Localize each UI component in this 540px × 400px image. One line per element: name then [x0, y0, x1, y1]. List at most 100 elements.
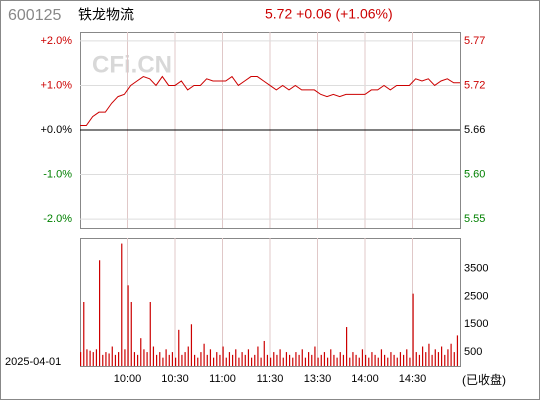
volume-bar [108, 353, 110, 366]
volume-bar [295, 352, 297, 366]
volume-bar [219, 354, 221, 366]
volume-bar [263, 340, 265, 366]
volume-bar [257, 346, 259, 366]
y-tick-label: 500 [464, 346, 482, 358]
y2-tick-label: 5.72 [464, 79, 485, 91]
x-tick-label: 11:30 [257, 373, 284, 385]
volume-bar [270, 357, 272, 366]
volume-bar [149, 302, 151, 366]
volume-bar [130, 302, 132, 366]
volume-bar [380, 349, 383, 366]
y-tick-label: +2.0% [41, 35, 73, 47]
volume-bar [314, 346, 316, 366]
volume-bar [377, 357, 379, 366]
volume-bar [244, 354, 246, 366]
volume-bar [317, 357, 319, 366]
volume-bar [409, 357, 411, 366]
volume-bar [447, 349, 449, 366]
volume-bar [425, 352, 427, 366]
y-tick-label: +0.0% [41, 124, 73, 136]
volume-bar [118, 352, 120, 366]
volume-bar [213, 357, 215, 366]
volume-bar [352, 352, 354, 366]
y2-tick-label: 5.55 [464, 213, 485, 225]
x-tick-label: 11:00 [209, 373, 236, 385]
volume-bar [444, 354, 446, 366]
volume-bar [121, 243, 123, 366]
y2-tick-label: 5.60 [464, 168, 485, 180]
volume-bar [365, 354, 367, 366]
volume-bar [361, 349, 364, 366]
volume-bar [133, 352, 136, 366]
volume-bar [175, 357, 177, 366]
volume-bar [333, 354, 335, 366]
volume-bar [251, 357, 253, 366]
volume-bar [336, 357, 338, 366]
volume-bar [422, 346, 424, 366]
volume-bar [330, 349, 332, 366]
volume-bar [399, 352, 402, 366]
volume-bar [304, 357, 307, 366]
x-tick-label: 13:30 [304, 373, 332, 385]
y-tick-label: -2.0% [43, 213, 72, 225]
volume-bar [308, 352, 310, 366]
y-tick-label: 1500 [464, 318, 488, 330]
volume-bar [374, 354, 376, 366]
volume-bar [282, 357, 284, 366]
stock-code: 600125 [8, 7, 61, 24]
volume-bar [152, 346, 155, 366]
volume-bar [254, 354, 256, 366]
volume-bar [127, 285, 129, 366]
volume-bar [342, 354, 345, 366]
volume-bar [102, 354, 104, 366]
volume-bar [92, 352, 94, 366]
volume-bar [453, 352, 455, 366]
volume-bar [171, 352, 174, 366]
volume-bar [156, 354, 158, 366]
volume-bar [266, 354, 269, 366]
volume-bar [165, 349, 167, 366]
volume-bar [203, 343, 205, 366]
volume-bar [368, 357, 370, 366]
volume-bar [143, 349, 145, 366]
volume-bar [406, 349, 408, 366]
volume-bar [137, 354, 139, 366]
volume-bar [168, 354, 170, 366]
quote: 5.72 +0.06 (+1.06%) [265, 6, 393, 22]
y-tick-label: -1.0% [43, 168, 72, 180]
volume-bar [260, 357, 262, 366]
volume-bar [184, 352, 186, 366]
volume-bar [327, 357, 329, 366]
x-tick-label: 14:00 [351, 373, 379, 385]
y2-tick-label: 5.66 [464, 124, 485, 136]
volume-bar [273, 352, 275, 366]
y2-tick-label: 5.77 [464, 35, 485, 47]
volume-bar [99, 260, 101, 366]
volume-bar [80, 352, 82, 366]
volume-bar [403, 354, 405, 366]
y-tick-label: +1.0% [41, 79, 73, 91]
volume-bar [114, 354, 117, 366]
volume-bar [349, 357, 351, 366]
volume-bar [434, 349, 436, 366]
volume-bar [289, 354, 291, 366]
x-tick-label: 14:30 [399, 373, 427, 385]
volume-bar [146, 352, 148, 366]
volume-bar [323, 352, 326, 366]
status-label: (已收盘) [462, 372, 506, 387]
volume-bar [216, 352, 218, 366]
volume-bar [279, 349, 281, 366]
volume-bar [418, 354, 421, 366]
volume-bar [89, 350, 91, 366]
volume-bar [298, 354, 300, 366]
volume-bar [339, 352, 341, 366]
volume-bar [194, 354, 196, 366]
volume-bar [105, 352, 107, 366]
stock-name: 铁龙物流 [78, 7, 134, 23]
volume-bar [311, 354, 313, 366]
volume-bar [285, 352, 288, 366]
volume-bar [140, 338, 142, 366]
volume-bar [232, 354, 234, 366]
volume-bar [235, 349, 237, 366]
